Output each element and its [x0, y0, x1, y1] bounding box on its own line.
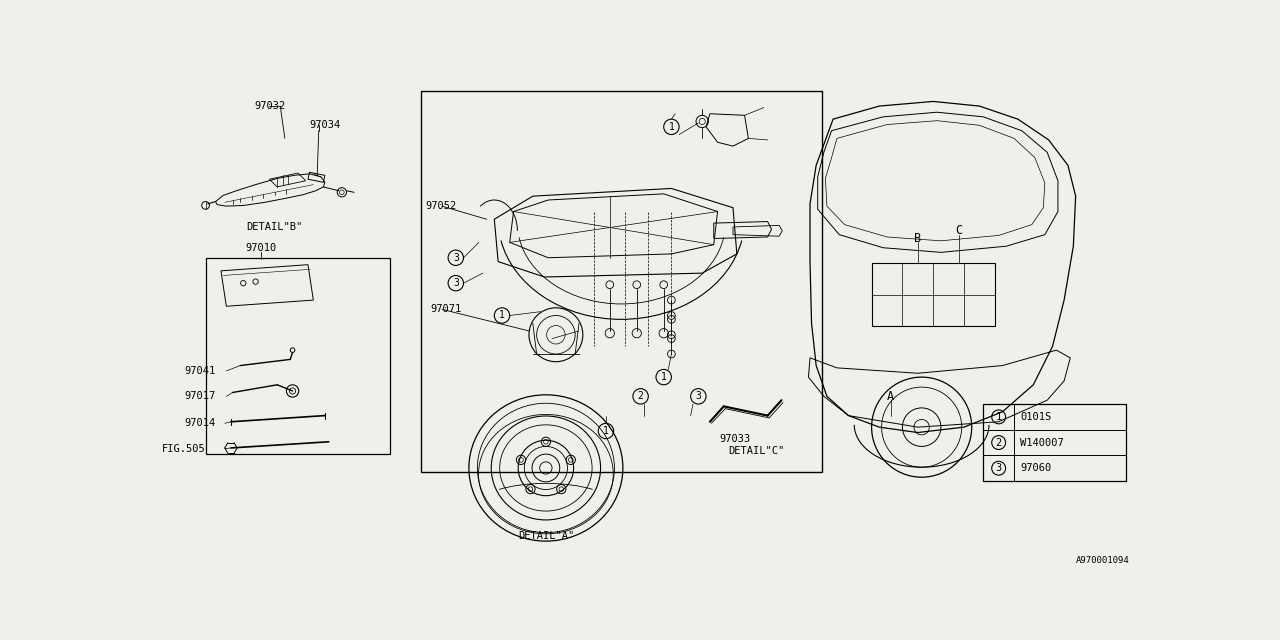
Text: 97071: 97071 [430, 305, 462, 314]
Text: 1: 1 [668, 122, 675, 132]
Text: 1: 1 [499, 310, 504, 321]
Text: 2: 2 [996, 438, 1002, 447]
Text: 3: 3 [996, 463, 1002, 473]
Text: A970001094: A970001094 [1075, 556, 1129, 565]
Text: B: B [914, 232, 922, 245]
Text: 1: 1 [996, 412, 1002, 422]
Text: 1: 1 [660, 372, 667, 382]
Bar [872, 263, 995, 326]
Bar [206, 258, 390, 454]
Text: DETAIL"C": DETAIL"C" [728, 446, 785, 456]
Text: 97014: 97014 [184, 419, 215, 428]
Text: 97032: 97032 [253, 101, 285, 111]
Text: FIG.505: FIG.505 [161, 444, 206, 454]
Text: 3: 3 [695, 391, 701, 401]
Text: 97041: 97041 [184, 366, 215, 376]
Text: DETAIL"B": DETAIL"B" [247, 222, 303, 232]
Text: 97060: 97060 [1020, 463, 1051, 473]
Text: 97033: 97033 [719, 434, 750, 444]
Text: A: A [887, 390, 895, 403]
Bar [983, 404, 1125, 481]
Text: 0101S: 0101S [1020, 412, 1051, 422]
Text: 97052: 97052 [425, 201, 456, 211]
Text: 1: 1 [603, 426, 609, 436]
Text: 97017: 97017 [184, 391, 215, 401]
Text: 97010: 97010 [246, 243, 276, 253]
Text: C: C [955, 224, 961, 237]
Text: 2: 2 [637, 391, 644, 401]
Text: 3: 3 [453, 278, 458, 288]
Text: W140007: W140007 [1020, 438, 1064, 447]
Bar [421, 91, 822, 472]
Text: 3: 3 [453, 253, 458, 263]
Text: 97034: 97034 [310, 120, 340, 131]
Text: DETAIL"A": DETAIL"A" [518, 531, 573, 541]
